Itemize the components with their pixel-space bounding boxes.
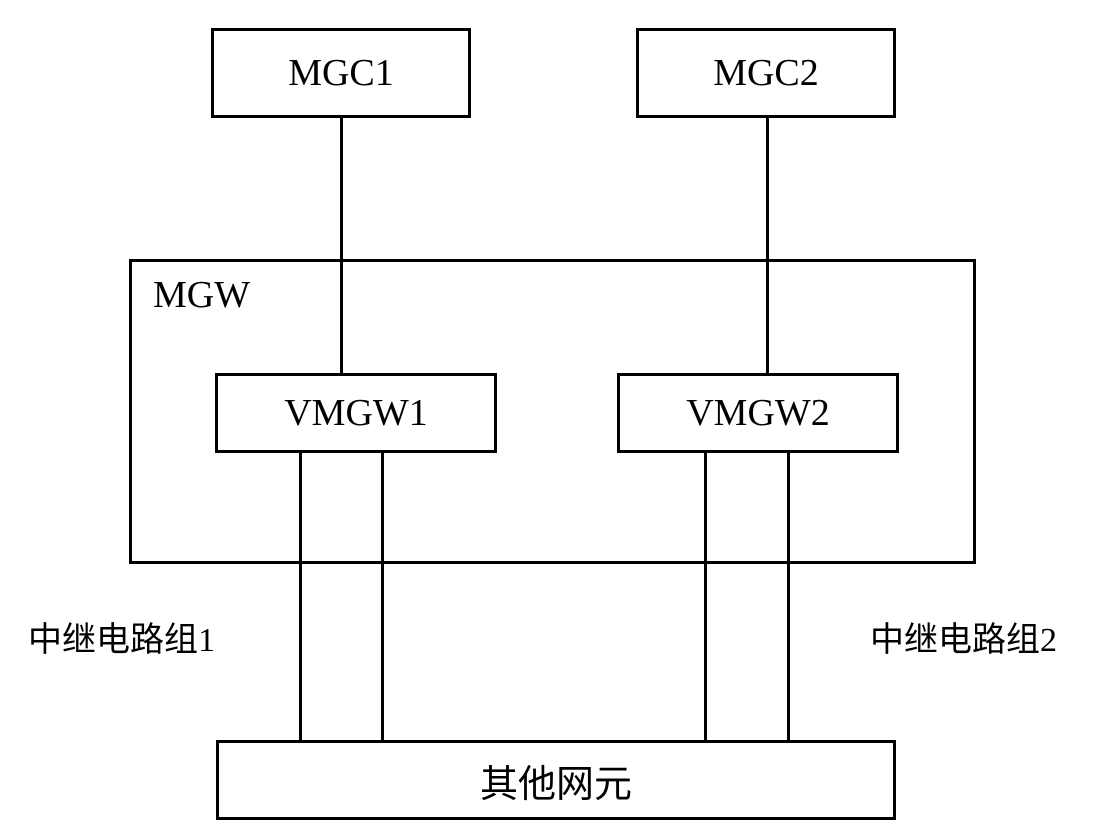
edge-vmgw1-other-left — [299, 453, 302, 740]
vmgw1-label: VMGW1 — [284, 391, 428, 435]
trunk-group-2-label: 中继电路组2 — [870, 612, 1057, 661]
edge-vmgw1-other-right — [381, 453, 384, 740]
trunk-group-1-label: 中继电路组1 — [28, 612, 215, 661]
other-ne-label: 其他网元 — [480, 753, 632, 808]
edge-vmgw2-other-left — [704, 453, 707, 740]
edge-mgc2-vmgw2 — [766, 118, 769, 373]
mgc1-box: MGC1 — [211, 28, 471, 118]
vmgw2-box: VMGW2 — [617, 373, 899, 453]
vmgw1-box: VMGW1 — [215, 373, 497, 453]
edge-mgc1-vmgw1 — [340, 118, 343, 373]
mgc1-label: MGC1 — [288, 51, 394, 95]
edge-vmgw2-other-right — [787, 453, 790, 740]
vmgw2-label: VMGW2 — [686, 391, 830, 435]
mgc2-label: MGC2 — [713, 51, 819, 95]
mgc2-box: MGC2 — [636, 28, 896, 118]
mgw-label: MGW — [153, 273, 250, 317]
other-ne-box: 其他网元 — [216, 740, 896, 820]
